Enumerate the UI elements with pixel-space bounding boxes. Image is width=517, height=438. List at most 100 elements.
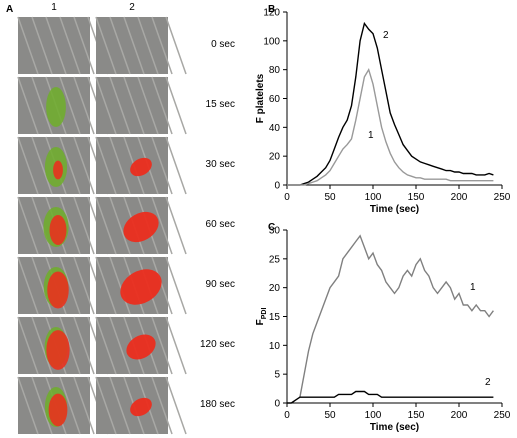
- y-tick-label: 100: [263, 36, 280, 47]
- texture: [31, 256, 53, 315]
- series-line: [287, 21, 494, 186]
- fluor-red: [53, 160, 63, 180]
- texture: [109, 16, 131, 75]
- x-tick-label: 0: [284, 192, 290, 203]
- y-axis-label: FPDI: [255, 308, 268, 326]
- texture: [17, 196, 39, 255]
- fluor-red: [130, 157, 152, 177]
- texture: [17, 136, 39, 195]
- x-tick-label: 0: [284, 410, 290, 421]
- panel-label: A: [6, 4, 13, 15]
- texture: [151, 316, 173, 375]
- x-tick-label: 100: [365, 410, 382, 421]
- fluor-red: [46, 330, 70, 370]
- texture: [95, 16, 117, 75]
- texture: [31, 16, 53, 75]
- texture: [123, 76, 145, 135]
- texture: [165, 316, 187, 375]
- x-tick-label: 100: [365, 192, 382, 203]
- texture: [151, 256, 173, 315]
- y-tick-label: 60: [269, 94, 281, 105]
- texture: [95, 256, 117, 315]
- y-tick-label: 0: [274, 399, 280, 410]
- series-line: [287, 390, 494, 404]
- texture: [73, 256, 95, 315]
- x-tick-label: 50: [324, 192, 336, 203]
- texture: [73, 16, 95, 75]
- texture: [165, 256, 187, 315]
- y-tick-label: 20: [269, 152, 281, 163]
- texture: [31, 316, 53, 375]
- texture: [109, 316, 131, 375]
- texture: [59, 136, 81, 195]
- texture: [73, 316, 95, 375]
- texture: [109, 256, 131, 315]
- time-label: 180 sec: [200, 399, 235, 410]
- micrograph: [18, 17, 90, 74]
- fluor-red: [120, 269, 162, 305]
- fluor-red: [126, 334, 156, 360]
- texture: [95, 76, 117, 135]
- x-tick-label: 50: [324, 410, 336, 421]
- series-label: 2: [485, 377, 491, 388]
- texture: [73, 376, 95, 435]
- fluor-green: [46, 87, 66, 127]
- x-tick-label: 200: [451, 192, 468, 203]
- texture: [151, 196, 173, 255]
- y-tick-label: 20: [269, 283, 281, 294]
- panel-label: C: [268, 222, 275, 233]
- texture: [165, 376, 187, 435]
- micrograph: [96, 17, 168, 74]
- texture: [95, 196, 117, 255]
- y-tick-label: 0: [274, 181, 280, 192]
- series-label: 1: [470, 282, 476, 293]
- fluor-red: [47, 271, 69, 309]
- x-tick-label: 150: [408, 192, 425, 203]
- texture: [45, 16, 67, 75]
- texture: [31, 136, 53, 195]
- y-tick-label: 30: [269, 226, 281, 237]
- y-tick-label: 10: [269, 341, 281, 352]
- texture: [137, 76, 159, 135]
- texture: [59, 16, 81, 75]
- texture: [59, 376, 81, 435]
- y-tick-label: 120: [263, 8, 280, 19]
- fluor-red: [123, 211, 159, 243]
- time-label: 90 sec: [206, 279, 235, 290]
- time-label: 0 sec: [211, 39, 235, 50]
- series-line: [287, 67, 494, 186]
- y-tick-label: 5: [274, 370, 280, 381]
- texture: [165, 16, 187, 75]
- x-tick-label: 250: [494, 192, 511, 203]
- texture: [73, 136, 95, 195]
- texture: [17, 256, 39, 315]
- texture: [109, 76, 131, 135]
- y-axis-label-main: F platelets: [255, 73, 266, 123]
- series-line: [299, 234, 494, 398]
- time-label: 30 sec: [206, 159, 235, 170]
- y-tick-label: 15: [269, 312, 281, 323]
- texture: [73, 76, 95, 135]
- series-label: 2: [383, 30, 389, 41]
- series-label: 1: [368, 130, 374, 141]
- texture: [165, 76, 187, 135]
- y-axis-label-sub: PDI: [261, 308, 268, 320]
- x-tick-label: 200: [451, 410, 468, 421]
- texture: [123, 16, 145, 75]
- texture: [59, 256, 81, 315]
- panel-label: B: [268, 4, 275, 15]
- x-axis-label: Time (sec): [370, 204, 419, 215]
- texture: [31, 196, 53, 255]
- texture: [165, 136, 187, 195]
- column-label: 2: [129, 2, 135, 13]
- texture: [109, 376, 131, 435]
- texture: [95, 316, 117, 375]
- texture: [151, 376, 173, 435]
- texture: [31, 376, 53, 435]
- texture: [17, 316, 39, 375]
- fluor-red: [48, 393, 68, 427]
- texture: [59, 316, 81, 375]
- texture: [151, 16, 173, 75]
- texture: [17, 76, 39, 135]
